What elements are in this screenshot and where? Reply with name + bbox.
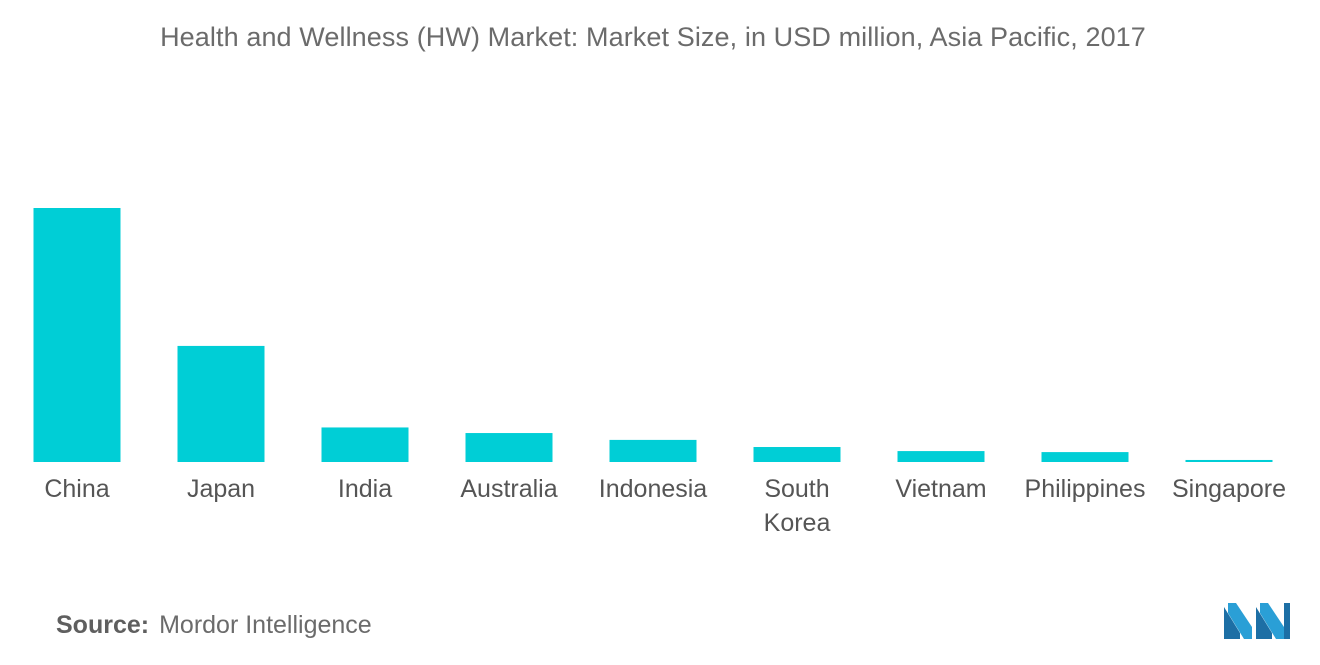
source-label: Source: <box>56 611 150 639</box>
category-label-australia: Australia <box>460 475 557 503</box>
bar-australia <box>465 433 553 462</box>
bar-chart: China Japan India Australia Indonesia South Ko… <box>33 208 1286 537</box>
bar-vietnam <box>897 451 985 462</box>
bar-china <box>33 208 121 462</box>
source-text: Mordor Intelligence <box>159 611 372 639</box>
bar-philippines <box>1041 452 1129 462</box>
category-label-vietnam: Vietnam <box>895 475 986 503</box>
category-label-singapore: Singapore <box>1172 475 1286 503</box>
category-label-japan: Japan <box>187 475 255 503</box>
source-note: Source: Mordor Intelligence <box>56 611 372 640</box>
bar-indonesia <box>609 439 697 462</box>
chart-title: Health and Wellness (HW) Market: Market … <box>160 22 1146 52</box>
bar-singapore <box>1185 459 1273 462</box>
mordor-intelligence-logo-icon <box>1224 603 1290 639</box>
category-label-india: India <box>338 475 392 503</box>
bar-south-korea <box>753 447 841 462</box>
category-label-indonesia: Indonesia <box>599 475 708 503</box>
bar-india <box>321 427 409 462</box>
bar-japan <box>177 345 265 462</box>
category-label-philippines: Philippines <box>1025 475 1146 503</box>
bars-layer <box>33 208 1273 462</box>
category-label-china: China <box>44 475 109 503</box>
category-label-south-korea: South Korea <box>764 475 831 537</box>
category-labels-layer: China Japan India Australia Indonesia South Ko… <box>44 475 1286 537</box>
